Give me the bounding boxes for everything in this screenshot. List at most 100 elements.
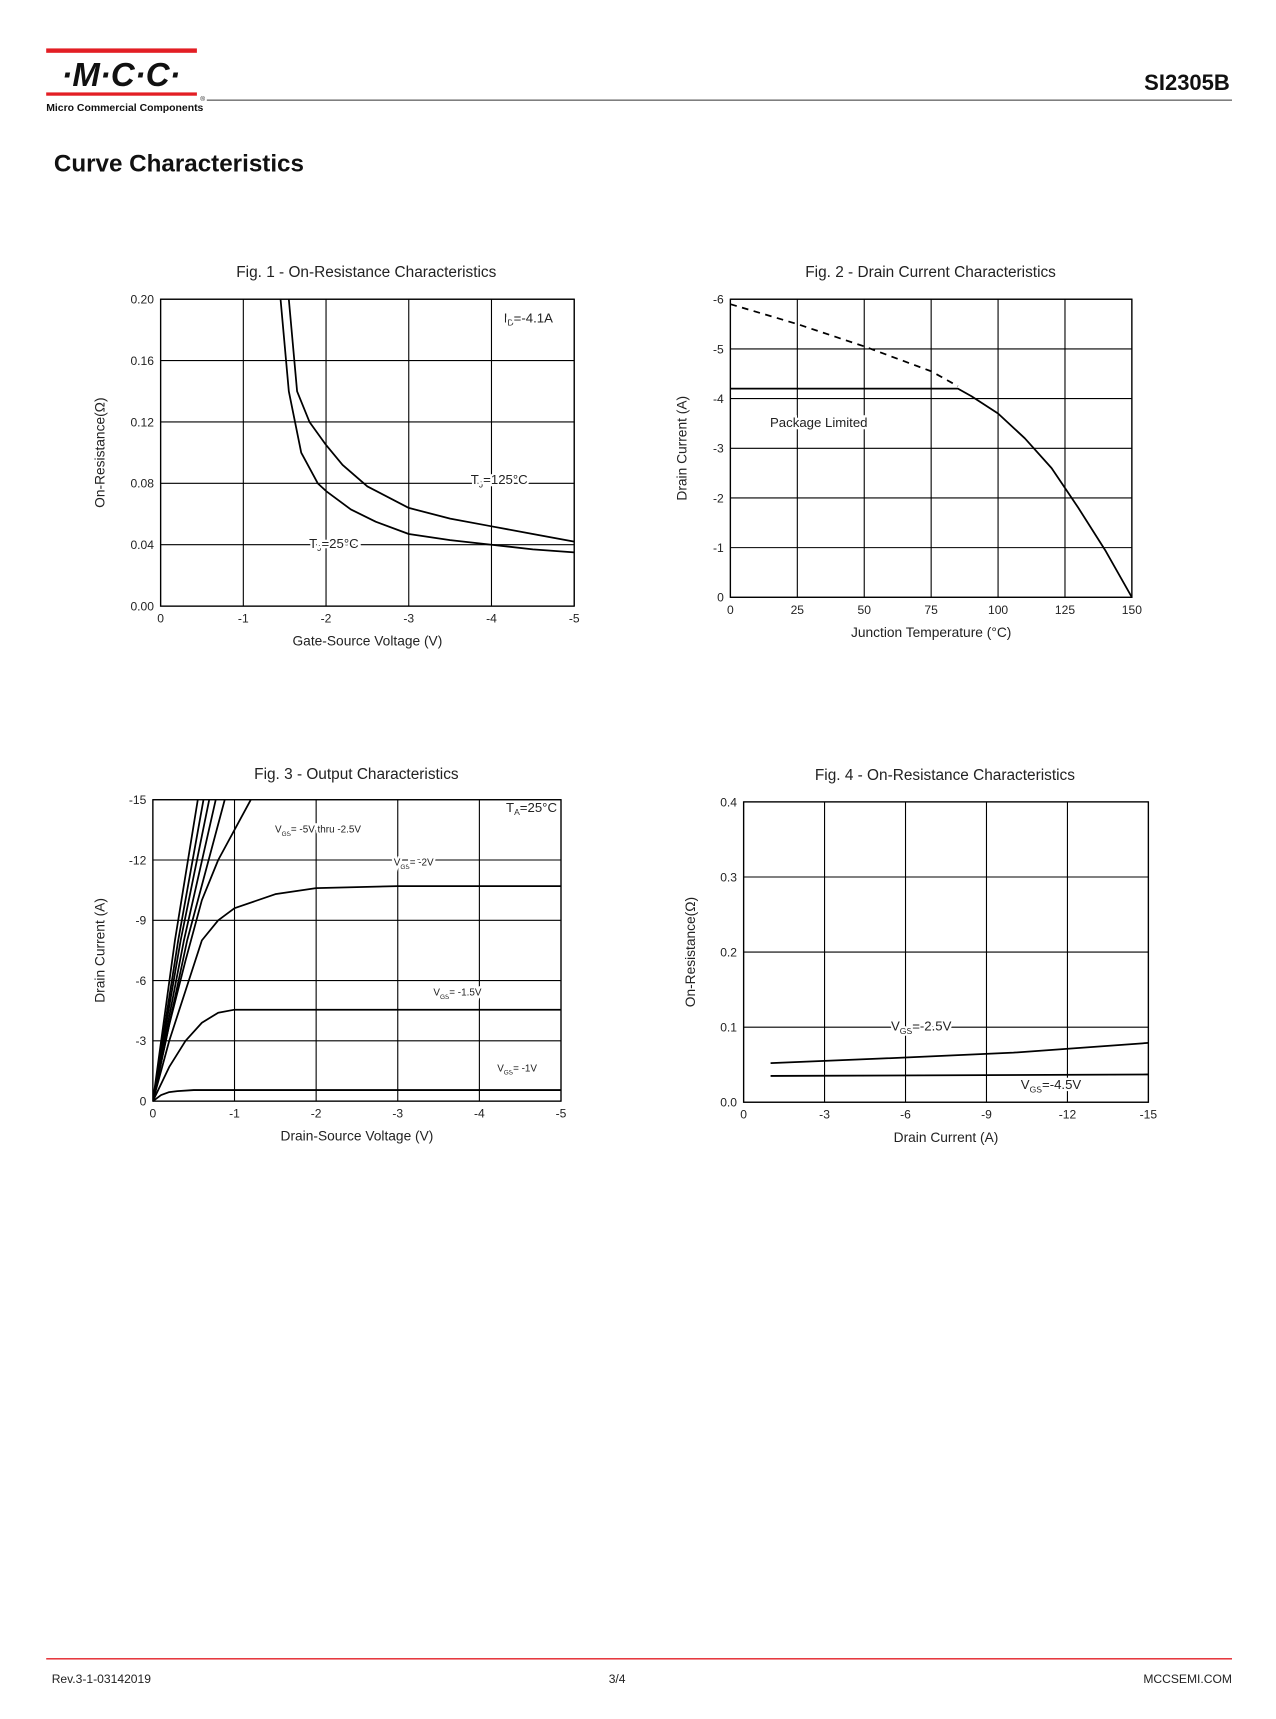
annotation-subscript: A bbox=[514, 807, 520, 817]
y-axis-label: On-Resistance(Ω) bbox=[93, 397, 108, 507]
annotation-text: =-2.5V bbox=[912, 1019, 951, 1034]
curve bbox=[152, 799, 199, 1102]
curve bbox=[152, 799, 252, 1102]
annotation-subscript: J bbox=[479, 479, 483, 489]
y-tick-label: 0.04 bbox=[130, 538, 154, 552]
curve bbox=[152, 799, 217, 1102]
x-tick-label: -5 bbox=[556, 1107, 567, 1121]
y-tick-label: -2 bbox=[713, 491, 724, 505]
annotation-text: =-4.5V bbox=[1042, 1077, 1081, 1092]
x-tick-label: 75 bbox=[924, 603, 938, 617]
annotation-text: T bbox=[506, 800, 514, 815]
y-tick-label: 0.1 bbox=[720, 1021, 737, 1035]
x-tick-label: 25 bbox=[791, 603, 805, 617]
x-tick-label: 0 bbox=[150, 1107, 157, 1121]
x-tick-label: -6 bbox=[900, 1108, 911, 1122]
x-axis-label: Junction Temperature (°C) bbox=[851, 625, 1011, 640]
chart: Fig. 2 - Drain Current Characteristics Ju… bbox=[674, 264, 1142, 640]
y-axis-label: Drain Current (A) bbox=[93, 898, 108, 1003]
curve bbox=[152, 1089, 561, 1102]
y-tick-label: 0.20 bbox=[130, 293, 154, 307]
annotation-subscript: GS bbox=[282, 831, 291, 838]
plot-frame bbox=[152, 799, 562, 1102]
x-tick-label: -1 bbox=[229, 1107, 240, 1121]
annotation: VGS=-4.5V bbox=[1021, 1077, 1082, 1094]
annotation-subscript: D bbox=[507, 318, 513, 328]
curve bbox=[152, 1008, 561, 1102]
annotation-text: V bbox=[1021, 1077, 1030, 1092]
y-tick-label: 0.2 bbox=[720, 945, 737, 959]
x-tick-label: 0 bbox=[157, 612, 164, 626]
curve bbox=[287, 299, 575, 543]
annotation-subscript: GS bbox=[440, 994, 449, 1001]
x-tick-label: 0 bbox=[727, 603, 734, 617]
x-tick-label: -1 bbox=[238, 612, 249, 626]
annotation: Package Limited bbox=[770, 415, 868, 430]
x-tick-label: 50 bbox=[858, 603, 872, 617]
y-tick-label: -15 bbox=[129, 793, 147, 807]
annotation-text: =125°C bbox=[483, 472, 528, 487]
curve bbox=[152, 799, 211, 1102]
y-axis-label: Drain Current (A) bbox=[674, 396, 689, 501]
annotation: VGS= -2V bbox=[394, 858, 434, 871]
annotation-text: V bbox=[497, 1063, 504, 1074]
y-axis-label: On-Resistance(Ω) bbox=[683, 897, 698, 1007]
annotation-text: T bbox=[471, 472, 479, 487]
y-tick-label: -3 bbox=[136, 1034, 147, 1048]
x-tick-label: -3 bbox=[819, 1108, 830, 1122]
x-tick-label: 125 bbox=[1055, 603, 1075, 617]
chart-title: Fig. 4 - On-Resistance Characteristics bbox=[815, 767, 1075, 784]
annotation: VGS= -1.5V bbox=[433, 988, 481, 1001]
y-tick-label: -4 bbox=[713, 392, 724, 406]
x-tick-label: -15 bbox=[1140, 1108, 1158, 1122]
section-title: Curve Characteristics bbox=[54, 151, 304, 178]
annotation-text: =-4.1A bbox=[514, 310, 553, 325]
chart-title: Fig. 2 - Drain Current Characteristics bbox=[805, 264, 1056, 281]
y-tick-label: -6 bbox=[136, 974, 147, 988]
annotation-text: = -1V bbox=[513, 1063, 537, 1074]
logo-bar bbox=[46, 92, 197, 96]
x-tick-label: -2 bbox=[321, 612, 332, 626]
curve bbox=[770, 1073, 1149, 1077]
plot-frame bbox=[729, 298, 1133, 598]
annotation-text: = -1.5V bbox=[449, 988, 482, 999]
annotation: VGS= -1V bbox=[497, 1063, 537, 1076]
x-axis-label: Drain-Source Voltage (V) bbox=[281, 1129, 434, 1144]
x-tick-label: -3 bbox=[403, 612, 414, 626]
y-tick-label: -3 bbox=[713, 442, 724, 456]
x-tick-label: -2 bbox=[311, 1107, 322, 1121]
chart: Fig. 3 - Output Characteristics Drain-Sou… bbox=[93, 766, 567, 1144]
y-tick-label: -6 bbox=[713, 293, 724, 307]
annotation: VGS=-2.5V bbox=[891, 1019, 952, 1036]
annotation: ID=-4.1A bbox=[504, 310, 553, 327]
curve bbox=[279, 299, 575, 554]
annotation-subscript: J bbox=[317, 543, 321, 553]
registered-mark: ® bbox=[200, 95, 205, 103]
annotation: TA=25°C bbox=[506, 800, 557, 817]
x-axis-label: Drain Current (A) bbox=[894, 1130, 999, 1145]
annotation-text: =25°C bbox=[520, 800, 558, 815]
x-tick-label: -3 bbox=[392, 1107, 403, 1121]
y-tick-label: 0.3 bbox=[720, 870, 737, 884]
logo-bar bbox=[46, 48, 197, 53]
x-tick-label: -4 bbox=[486, 612, 497, 626]
curve bbox=[152, 885, 561, 1102]
curve bbox=[730, 303, 959, 387]
revision: Rev.3-1-03142019 bbox=[52, 1672, 152, 1686]
annotation-subscript: GS bbox=[900, 1026, 913, 1036]
annotation-text: = -2V bbox=[410, 858, 434, 869]
annotation-text: = -5V thru -2.5V bbox=[291, 825, 361, 836]
y-tick-label: 0.08 bbox=[130, 477, 154, 491]
annotation: TJ=25°C bbox=[309, 536, 359, 553]
annotation-text: Package Limited bbox=[770, 415, 868, 430]
annotation: VGS= -5V thru -2.5V bbox=[275, 825, 361, 838]
curve bbox=[770, 1042, 1149, 1065]
x-tick-label: -5 bbox=[569, 612, 580, 626]
y-tick-label: 0 bbox=[140, 1095, 147, 1109]
annotation-text: =25°C bbox=[321, 536, 359, 551]
y-tick-label: 0.00 bbox=[130, 600, 154, 614]
annotation: TJ=125°C bbox=[471, 472, 528, 489]
part-number: SI2305B bbox=[1144, 70, 1230, 95]
chart-title: Fig. 3 - Output Characteristics bbox=[254, 766, 459, 783]
